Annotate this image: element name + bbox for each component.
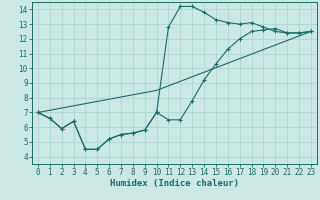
X-axis label: Humidex (Indice chaleur): Humidex (Indice chaleur) [110,179,239,188]
